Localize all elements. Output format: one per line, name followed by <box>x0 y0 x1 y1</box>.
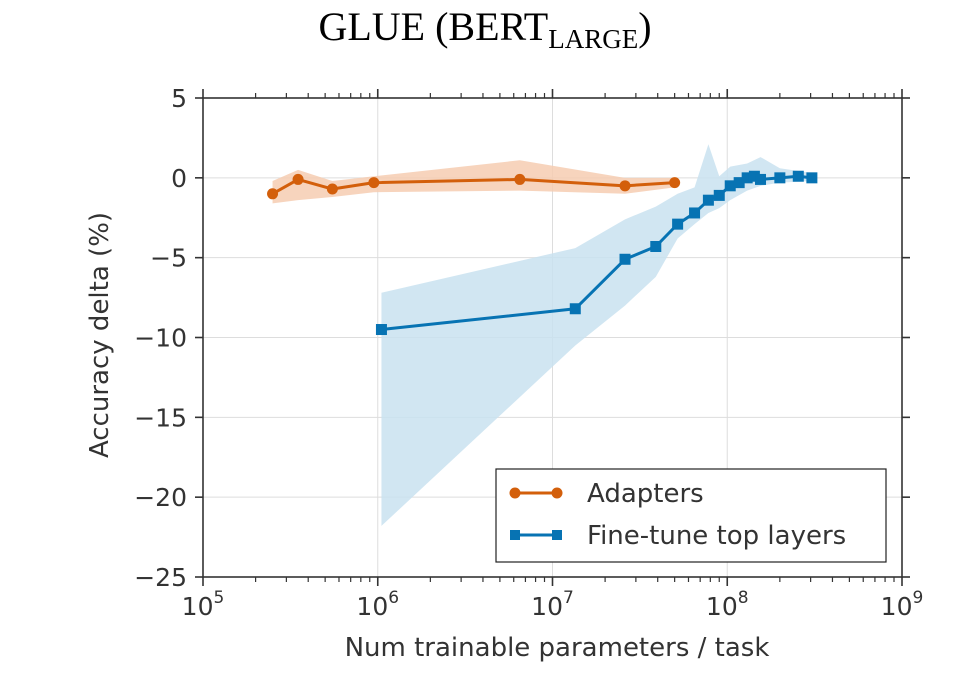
x-tick-exponent: 7 <box>563 588 574 608</box>
legend-label-adapters: Adapters <box>587 479 704 509</box>
y-tick-label: 0 <box>171 164 187 193</box>
data-point-finetune <box>650 240 662 252</box>
legend-marker-finetune <box>510 530 520 540</box>
y-axis-label: Accuracy delta (%) <box>85 212 115 458</box>
data-point-adapters <box>326 183 338 195</box>
legend-marker-adapters <box>509 487 521 499</box>
data-point-adapters <box>514 173 526 185</box>
legend-marker-adapters-end <box>551 487 563 499</box>
data-point-finetune <box>375 324 387 336</box>
data-point-finetune <box>724 180 736 192</box>
x-tick-label: 107 <box>531 588 574 621</box>
x-tick-base: 10 <box>531 592 563 621</box>
data-point-finetune <box>792 170 804 182</box>
legend-marker-finetune-end <box>552 530 562 540</box>
data-point-finetune <box>619 253 631 265</box>
x-tick-base: 10 <box>706 592 738 621</box>
x-tick-exponent: 6 <box>388 588 399 608</box>
data-point-adapters <box>619 180 631 192</box>
x-tick-exponent: 5 <box>213 588 224 608</box>
data-point-finetune <box>672 218 684 230</box>
chart-title-close: ) <box>638 4 651 49</box>
data-point-finetune <box>733 177 745 189</box>
data-point-finetune <box>702 194 714 206</box>
y-tick-label: −25 <box>134 563 187 592</box>
data-point-finetune <box>774 172 786 184</box>
band-finetune <box>381 144 812 526</box>
data-point-adapters <box>368 177 380 189</box>
tick-layer <box>195 89 910 586</box>
series-layer <box>267 170 818 336</box>
legend-box <box>495 468 887 563</box>
chart-title-subscript: LARGE <box>548 24 638 54</box>
data-point-finetune <box>741 172 753 184</box>
y-tick-label: −5 <box>150 244 187 273</box>
x-axis-label: Num trainable parameters / task <box>345 633 770 663</box>
data-point-finetune <box>806 172 818 184</box>
data-point-finetune <box>569 303 581 315</box>
x-tick-exponent: 8 <box>738 588 749 608</box>
data-point-adapters <box>292 173 304 185</box>
y-tick-labels: 5 0 −5 −10 −15 −20 −25 <box>134 84 187 592</box>
x-tick-labels: 105 106 107 108 109 <box>182 588 924 621</box>
legend-label-finetune: Fine-tune top layers <box>587 521 846 551</box>
x-tick-base: 10 <box>182 592 214 621</box>
chart-title: GLUE (BERTLARGE) <box>318 4 651 54</box>
legend: Adapters Fine-tune top layers <box>495 468 887 563</box>
data-point-finetune <box>713 189 725 201</box>
x-tick-base: 10 <box>881 592 913 621</box>
y-tick-label: 5 <box>171 84 187 113</box>
x-tick-label: 109 <box>881 588 924 621</box>
data-point-finetune <box>689 207 701 219</box>
data-point-adapters <box>267 188 279 200</box>
x-tick-label: 108 <box>706 588 749 621</box>
data-point-finetune <box>755 173 767 185</box>
x-tick-label: 106 <box>356 588 399 621</box>
y-tick-label: −10 <box>134 324 187 353</box>
data-point-adapters <box>669 177 681 189</box>
data-point-finetune <box>748 170 760 182</box>
chart-title-main: GLUE (BERT <box>318 4 548 49</box>
y-tick-label: −15 <box>134 403 187 432</box>
x-tick-exponent: 9 <box>912 588 923 608</box>
x-tick-label: 105 <box>182 588 225 621</box>
x-tick-base: 10 <box>356 592 388 621</box>
y-tick-label: −20 <box>134 483 187 512</box>
